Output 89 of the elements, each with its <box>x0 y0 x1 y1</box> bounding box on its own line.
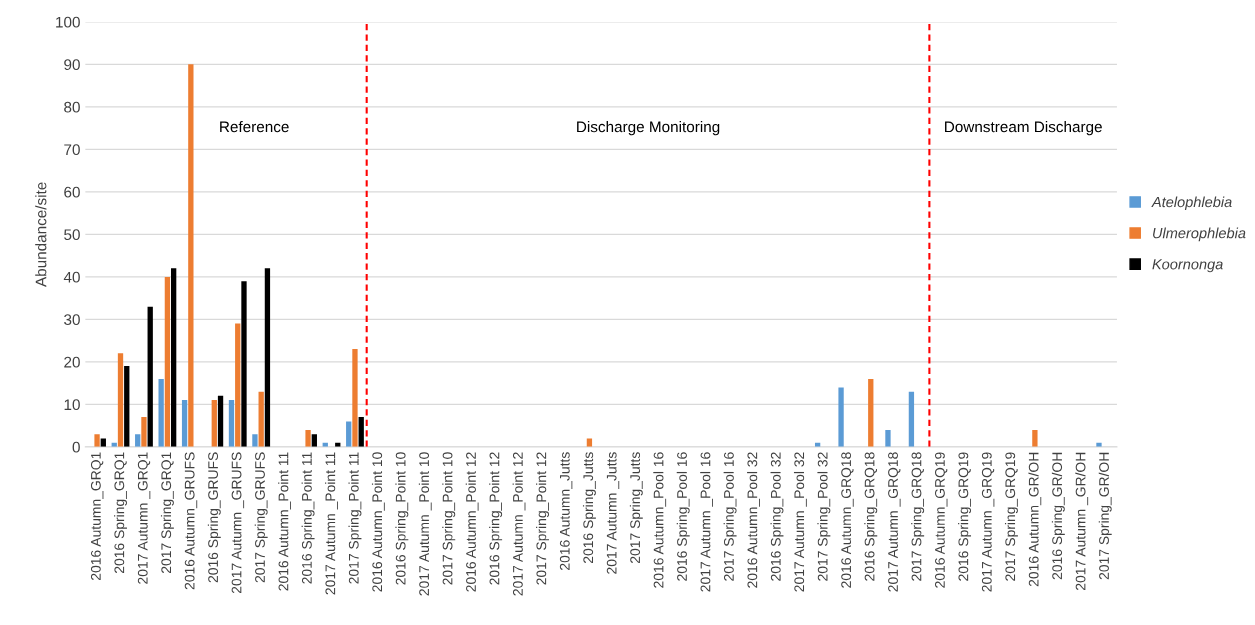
bar <box>305 429 311 447</box>
bar <box>211 400 217 447</box>
x-tick-label: 2017 Spring_Pool 32 <box>817 452 831 581</box>
legend-label: Koornonga <box>1152 259 1223 273</box>
y-tick-label: 80 <box>64 101 80 113</box>
x-tick-label: 2016 Autumn_GRQ1 <box>90 452 104 580</box>
y-tick-label: 50 <box>64 229 80 241</box>
x-tick-label: 2017 Autumn _GR/OH <box>1075 452 1089 590</box>
x-tick-label: 2017 Spring_GRQ1 <box>160 452 174 574</box>
x-tick-label: 2016 Autumn_GRQ19 <box>935 452 948 588</box>
bar <box>838 387 844 447</box>
legend-label: Ulmerophlebia <box>1153 227 1246 242</box>
x-tick-label: 2016 Spring_GRUFS <box>207 452 221 583</box>
y-tick-label: 90 <box>64 59 80 71</box>
x-tick-label: 2016 Spring_GRQ19 <box>958 452 972 581</box>
bar <box>94 434 100 447</box>
x-tick-label: 2017 Autumn _GRQ18 <box>888 452 901 592</box>
bar <box>908 391 915 447</box>
x-tick-label: 2017 Autumn _Point 10 <box>418 452 432 596</box>
x-tick-label: 2016 Spring_Pool 32 <box>770 452 784 581</box>
bar <box>358 417 364 447</box>
x-tick-label: 2017 Autumn _Pool 32 <box>793 452 807 592</box>
x-tick-label: 2016 Spring_Point 11 <box>301 452 315 584</box>
annotation: Reference <box>220 121 289 133</box>
x-tick-label: 2016 Autumn_Pool 16 <box>653 452 667 588</box>
x-tick-label: 2016 Autumn_Pool 32 <box>747 452 760 588</box>
x-tick-label: 2017 Spring_GRQ19 <box>1004 452 1018 581</box>
x-tick-label: 2017 Autumn _GRUFS <box>231 452 245 594</box>
x-tick-label: 2017 Spring_GR/OH <box>1098 452 1112 580</box>
y-tick-label: 0 <box>72 441 80 453</box>
bar <box>868 378 874 447</box>
annotation: Discharge Monitoring <box>577 121 720 136</box>
bar <box>217 395 224 447</box>
y-axis-title: Abundance/site <box>35 182 47 287</box>
bar <box>352 349 358 447</box>
x-tick-label: 2017 Autumn _Point 12 <box>512 452 526 596</box>
bar <box>188 64 194 447</box>
y-tick-label: 10 <box>64 399 80 411</box>
y-tick-label: 30 <box>64 314 80 326</box>
bar <box>264 268 271 447</box>
x-tick-label: 2017 Spring_GRQ18 <box>911 452 925 581</box>
x-tick-label: 2016 Autumn_Point 12 <box>465 452 479 592</box>
bar <box>164 276 171 447</box>
x-tick-label: 2016 Autumn_GRUFS <box>184 452 198 590</box>
x-tick-label: 2017 Spring_Point 11 <box>348 452 362 584</box>
x-tick-label: 2016 Autumn_Jutts <box>559 452 573 570</box>
x-tick-label: 2016 Autumn_Point 10 <box>371 452 385 592</box>
y-tick-label: 100 <box>56 16 80 28</box>
x-tick-label: 2016 Autumn_Point 11 <box>278 452 291 591</box>
legend-label: Atelophlebia <box>1151 196 1232 211</box>
bar <box>141 417 147 447</box>
x-tick-label: 2016 Spring_Pool 16 <box>676 452 690 581</box>
x-tick-label: 2016 Spring_GR/OH <box>1051 452 1065 580</box>
x-tick-label: 2016 Spring_Jutts <box>582 452 596 563</box>
x-tick-label: 2017 Autumn _GRQ19 <box>981 452 995 592</box>
x-tick-label: 2016 Spring_Point 12 <box>489 452 503 585</box>
bar <box>241 281 247 447</box>
bar <box>346 421 352 447</box>
x-tick-label: 2016 Spring_Point 10 <box>395 452 409 585</box>
x-tick-label: 2017 Autumn _Pool 16 <box>700 452 713 592</box>
bar <box>181 400 188 447</box>
bar <box>117 353 124 447</box>
x-tick-label: 2017 Spring_GRUFS <box>254 452 268 583</box>
bar <box>124 366 130 447</box>
bar <box>147 306 153 447</box>
x-tick-label: 2017 Spring_Jutts <box>629 452 643 563</box>
x-tick-label: 2017 Spring_Pool 16 <box>723 452 737 581</box>
x-tick-label: 2016 Spring_GRQ1 <box>114 452 127 574</box>
x-tick-label: 2017 Spring_Point 12 <box>536 452 549 585</box>
bar <box>885 429 891 447</box>
bar <box>235 323 241 447</box>
x-tick-label: 2017 Spring_Point 10 <box>442 452 456 585</box>
x-tick-label: 2017 Autumn _Point 11 <box>325 452 338 595</box>
bar <box>258 391 264 447</box>
y-tick-label: 40 <box>63 271 80 283</box>
bar <box>1032 429 1038 447</box>
y-tick-label: 70 <box>64 144 80 156</box>
x-tick-label: 2017 Autumn _GRQ1 <box>137 452 151 584</box>
y-tick-label: 20 <box>64 356 80 368</box>
bar <box>158 378 164 447</box>
annotation: Downstream Discharge <box>945 121 1102 136</box>
x-tick-label: 2016 Spring_GRQ18 <box>864 452 878 581</box>
bar <box>170 268 177 447</box>
x-tick-label: 2016 Autumn_GR/OH <box>1028 452 1042 587</box>
x-tick-label: 2017 Autumn _Jutts <box>606 452 620 574</box>
bar <box>228 400 235 447</box>
x-tick-label: 2016 Autumn_GRQ18 <box>841 452 854 588</box>
y-tick-label: 60 <box>64 186 80 198</box>
bar <box>252 434 258 447</box>
